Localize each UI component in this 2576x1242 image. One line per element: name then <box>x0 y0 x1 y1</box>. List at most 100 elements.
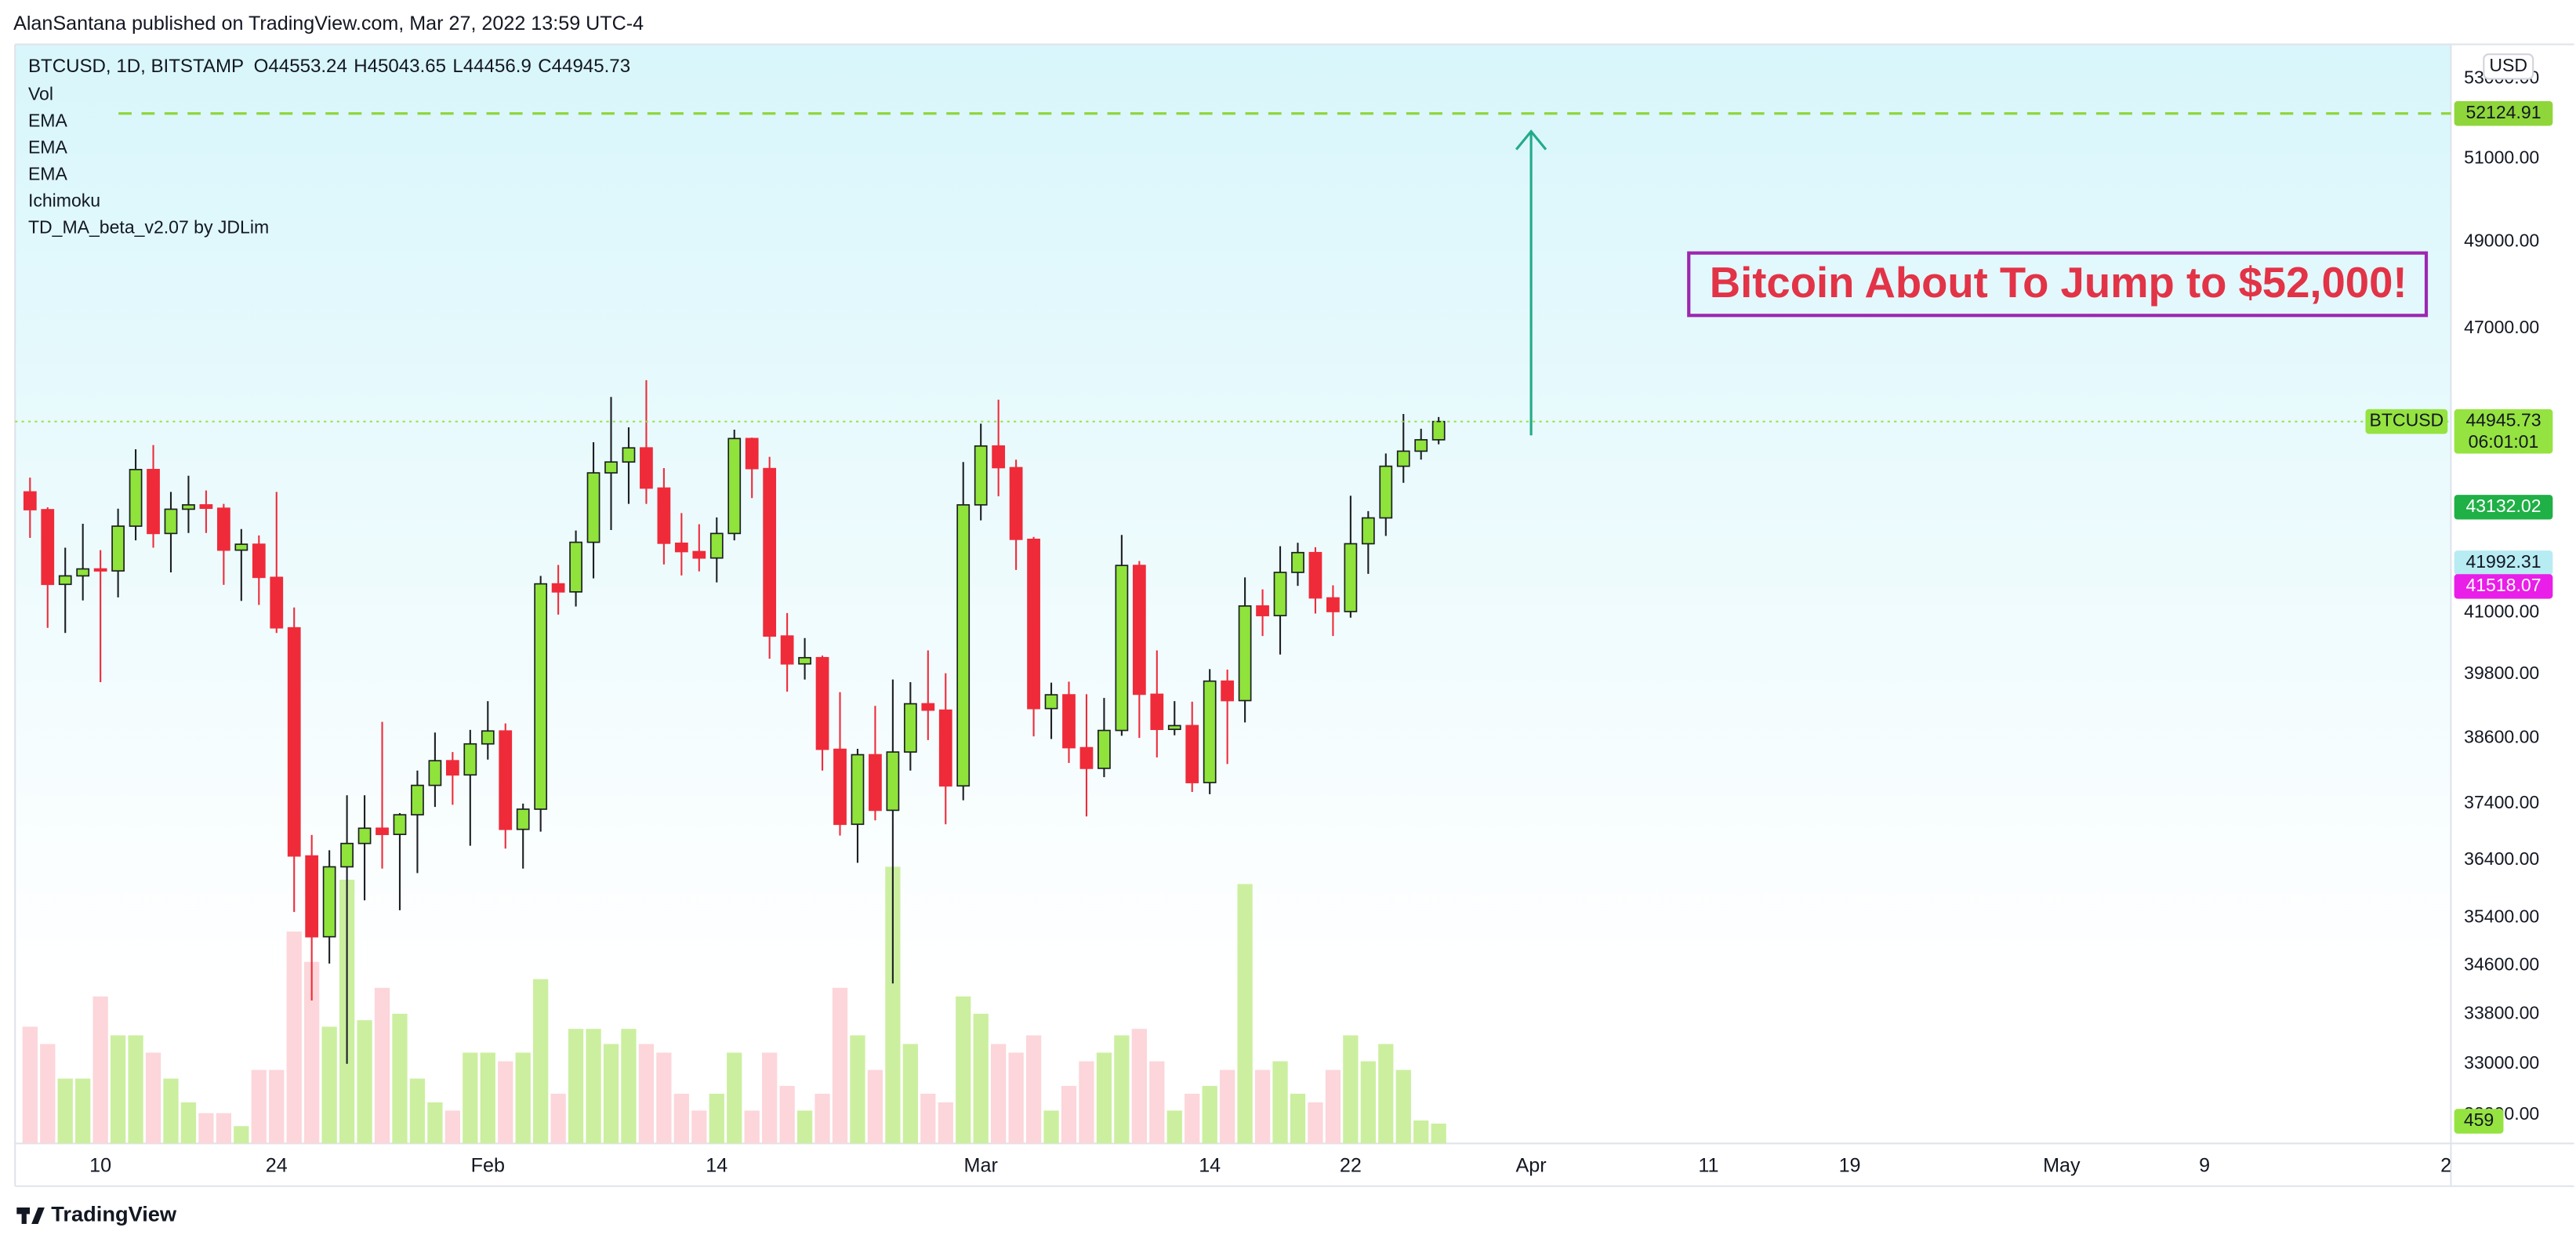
volume-bar <box>1254 1070 1271 1144</box>
candle-body <box>1062 694 1076 749</box>
footer-logo: TradingView <box>16 1202 177 1226</box>
candle-body <box>147 469 160 535</box>
y-tick-label: 39800.00 <box>2464 663 2539 683</box>
candle-body <box>1098 729 1111 769</box>
logo-shape <box>21 1208 27 1224</box>
candle-body <box>974 445 988 506</box>
price-tag <box>2454 574 2553 599</box>
volume-bar <box>198 1113 214 1144</box>
candle-body <box>199 504 213 510</box>
volume-bar <box>1272 1061 1288 1144</box>
volume-bar <box>357 1020 372 1144</box>
candle-body <box>1256 605 1269 616</box>
candle-body <box>305 855 319 938</box>
volume-bar <box>1079 1061 1094 1144</box>
candle-body <box>692 550 706 559</box>
volume-bar <box>586 1029 601 1144</box>
volume-bar <box>304 961 320 1144</box>
volume-bar <box>180 1102 197 1144</box>
volume-bar <box>1008 1052 1024 1144</box>
axis-layer: 1024Feb14Mar1422Apr1119May9253000.005100… <box>89 53 2553 1176</box>
x-tick-label: May <box>2043 1154 2081 1176</box>
volume-bar <box>796 1110 813 1144</box>
y-tick-label: 34600.00 <box>2464 953 2539 974</box>
volume-bar <box>480 1052 495 1144</box>
candle-body <box>1291 551 1304 573</box>
indicator-name: EMA <box>28 111 68 131</box>
volume-bar <box>709 1093 724 1144</box>
volume-tag-label: 459 <box>2464 1109 2494 1130</box>
candle-body <box>1167 724 1181 731</box>
volume-bar <box>1096 1052 1112 1144</box>
y-tick-label: 35400.00 <box>2464 906 2539 927</box>
chart-pane <box>15 44 2451 1144</box>
candle-body <box>252 543 266 579</box>
candle-body <box>1308 551 1322 599</box>
volume-bar <box>1114 1035 1130 1144</box>
candle-body <box>1132 565 1146 695</box>
candle-body <box>938 709 952 787</box>
candle-body <box>709 532 724 559</box>
volume-bar <box>902 1044 918 1144</box>
volume-bar <box>463 1052 478 1144</box>
volume-bar <box>269 1070 285 1144</box>
volume-bar <box>603 1044 619 1144</box>
annotation-box <box>1687 251 2429 318</box>
candle-body <box>182 504 195 510</box>
last-price-label: 44945.73 <box>2465 410 2541 430</box>
candle-body <box>1079 746 1094 769</box>
x-tick-label: Apr <box>1516 1154 1547 1176</box>
y-tick-label: 38600.00 <box>2464 726 2539 746</box>
volume-bar <box>234 1126 249 1144</box>
candle-body <box>727 438 742 535</box>
symbol-tag-label: BTCUSD <box>2370 410 2444 430</box>
price-tag <box>2454 495 2553 520</box>
x-tick-label: Feb <box>471 1154 505 1176</box>
candle-body <box>1273 572 1287 616</box>
ohlc-key: H <box>354 56 367 77</box>
volume-bar <box>1237 884 1253 1144</box>
symbol-tag <box>2365 409 2448 434</box>
candle-body <box>1009 467 1023 540</box>
ohlc-key: C <box>538 56 551 77</box>
candle-body <box>604 461 618 474</box>
volume-bar <box>1395 1070 1411 1144</box>
target-tag <box>2454 101 2553 126</box>
candle-body <box>1150 693 1164 731</box>
arrow-head <box>1515 129 1547 151</box>
candle-body <box>1326 597 1340 612</box>
volume-bar <box>1431 1123 1446 1144</box>
indicator-name: Vol <box>28 84 53 104</box>
volume-bar <box>779 1085 795 1144</box>
volume-bar <box>427 1102 443 1144</box>
volume-bar <box>727 1052 742 1144</box>
x-tick-label: 14 <box>1199 1154 1221 1176</box>
volume-bar <box>145 1052 161 1144</box>
y-tick-label: 51000.00 <box>2464 147 2539 168</box>
volume-tag <box>2454 1109 2504 1134</box>
price-tag-label: 41992.31 <box>2465 551 2541 572</box>
candle-body <box>164 508 178 535</box>
volume-bar <box>656 1052 672 1144</box>
ohlc-value: 44553.24 <box>268 56 346 77</box>
candle-body <box>287 626 301 857</box>
volume-bar <box>374 987 390 1144</box>
candle-body <box>956 504 971 787</box>
volume-bar <box>444 1110 460 1144</box>
volume-bar <box>1202 1085 1217 1144</box>
volume-bar <box>815 1093 830 1144</box>
volume-bar <box>1290 1093 1306 1144</box>
price-tag-label: 43132.02 <box>2465 496 2541 516</box>
volume-bar <box>621 1029 637 1144</box>
volume-bar <box>691 1110 707 1144</box>
volume-bar <box>286 932 302 1144</box>
currency-label: USD <box>2489 55 2527 75</box>
ohlc-value: 44945.73 <box>552 56 630 77</box>
symbol: BTCUSD, 1D, BITSTAMP <box>28 56 244 77</box>
countdown: 06:01:01 <box>2469 431 2539 452</box>
x-tick-label: 10 <box>89 1154 111 1176</box>
volume-bar <box>832 987 848 1144</box>
y-tick-label: 47000.00 <box>2464 317 2539 337</box>
